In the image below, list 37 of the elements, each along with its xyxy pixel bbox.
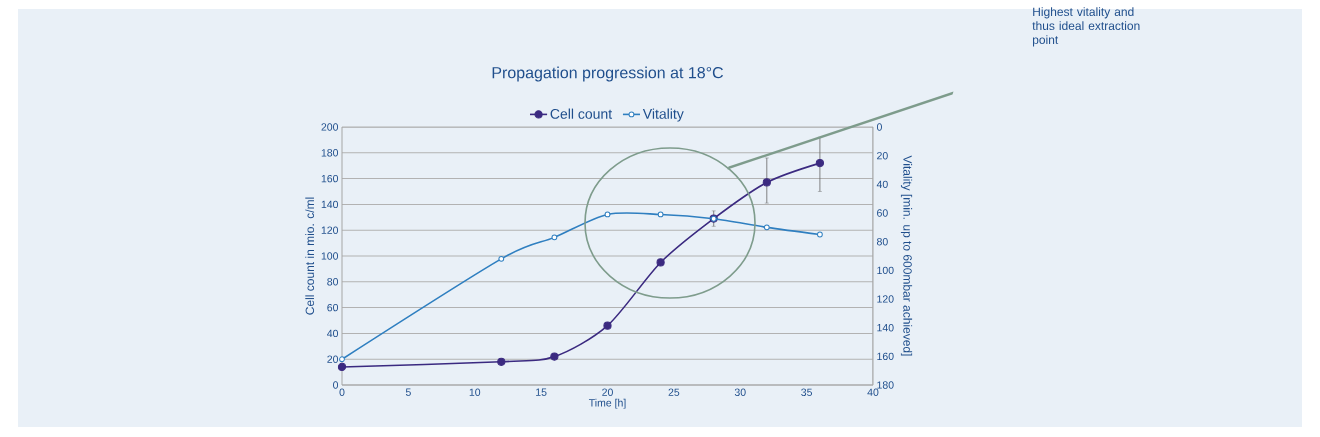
y-tick-label: 160 <box>321 174 339 183</box>
chart-title: Propagation progression at 18°C <box>492 66 724 82</box>
x-tick-label: 15 <box>536 388 547 396</box>
y-tick-label: 60 <box>327 303 339 312</box>
legend-label: Cell count <box>550 108 613 119</box>
y-tick-label: 100 <box>321 252 339 260</box>
y2-axis-title: Vitality [min. up to 600mbar achieved] <box>900 155 913 356</box>
y2-tick-label: 40 <box>876 180 888 189</box>
y-tick-label: 0 <box>333 381 339 389</box>
y-tick-label: 140 <box>321 200 339 209</box>
text: Highest vitality and thus ideal extraction point <box>1032 7 1140 47</box>
y2-tick-label: 100 <box>877 266 894 275</box>
x-tick-label: 10 <box>469 388 481 396</box>
y2-tick-label: 80 <box>876 237 888 246</box>
x-tick-label: 20 <box>602 388 613 396</box>
x-tick-label: 30 <box>734 388 746 396</box>
y2-tick-label: 20 <box>877 151 888 160</box>
x-tick-label: 35 <box>801 388 813 396</box>
legend-label: Vitality <box>642 108 684 122</box>
y2-tick-label: 0 <box>876 123 882 131</box>
x-tick-label: 40 <box>867 388 879 396</box>
y2-tick-label: 120 <box>877 295 894 303</box>
y-tick-label: 20 <box>327 355 339 363</box>
y2-tick-label: 60 <box>877 209 888 217</box>
y-tick-label: 80 <box>327 278 339 286</box>
y2-tick-label: 180 <box>877 381 894 389</box>
y-tick-label: 120 <box>321 226 339 234</box>
x-axis-title: Time [h] <box>588 398 626 409</box>
y-tick-label: 40 <box>327 329 339 338</box>
x-tick-label: 0 <box>339 388 345 396</box>
y-tick-label: 200 <box>321 123 339 131</box>
y-axis-title: Cell count in mio. c/ml <box>305 197 315 315</box>
y2-tick-label: 160 <box>877 352 894 361</box>
x-tick-label: 5 <box>405 388 411 396</box>
x-tick-label: 25 <box>668 388 680 396</box>
y2-tick-label: 140 <box>877 323 894 332</box>
y-tick-label: 180 <box>321 149 339 157</box>
